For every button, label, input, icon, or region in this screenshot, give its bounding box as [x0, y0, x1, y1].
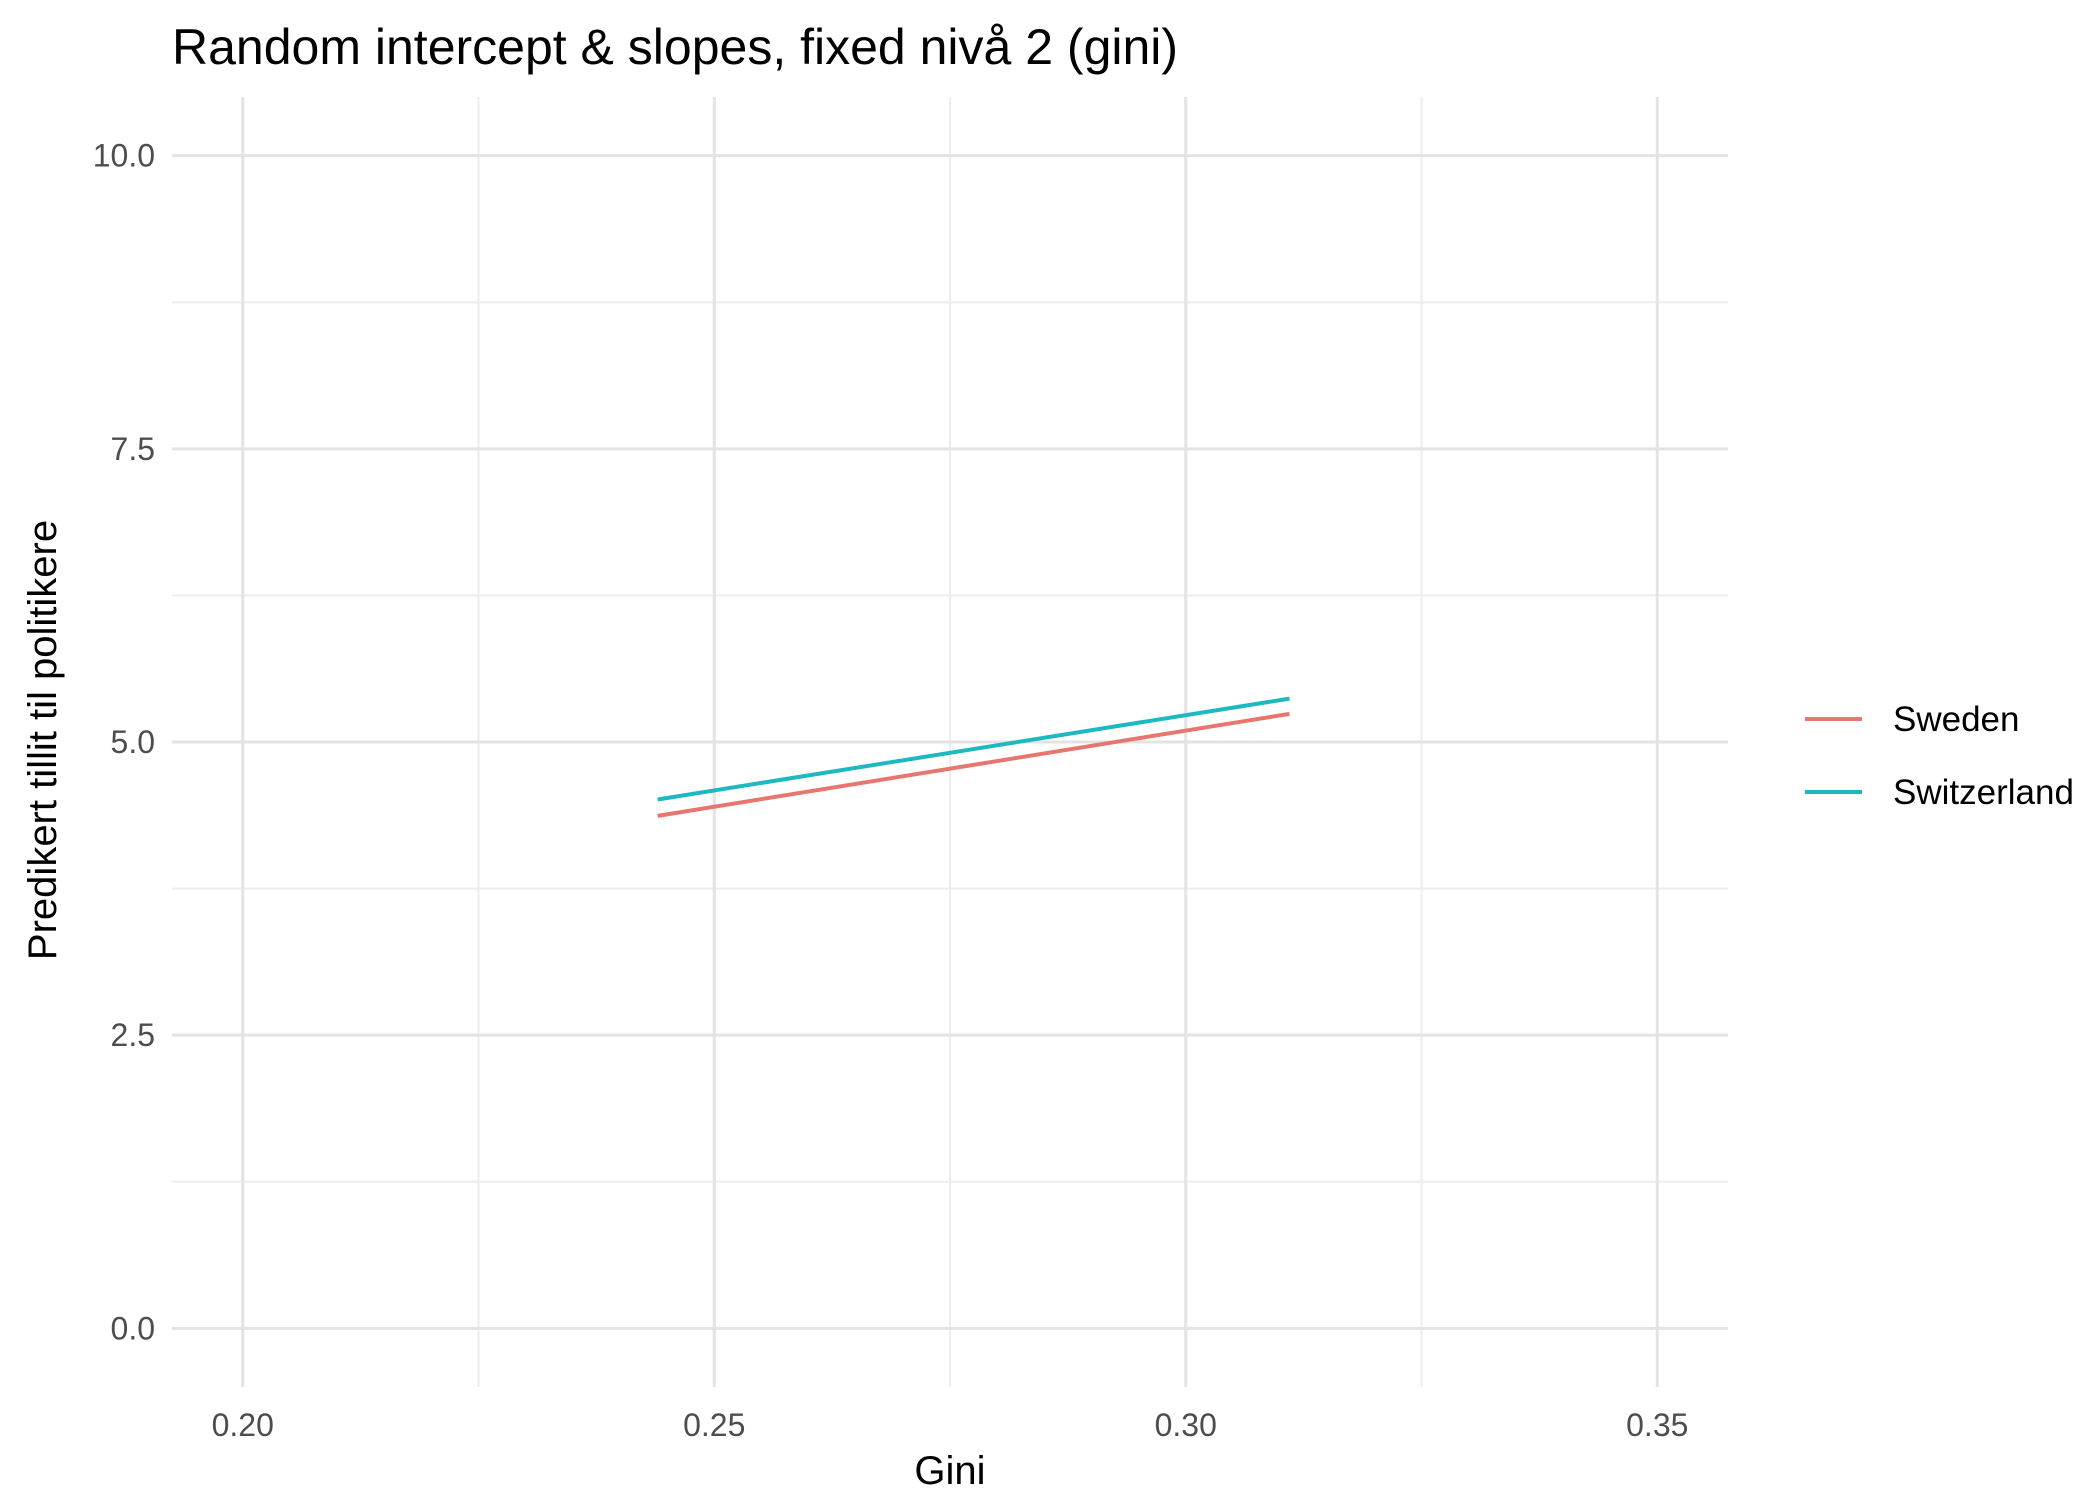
x-tick-label: 0.30	[1155, 1407, 1217, 1443]
x-tick-label: 0.20	[212, 1407, 274, 1443]
y-axis-title: Predikert tillit til politikere	[21, 520, 65, 960]
legend-item-sweden: Sweden	[1805, 700, 2019, 739]
series-lines	[657, 696, 1290, 818]
x-tick-label: 0.35	[1626, 1407, 1688, 1443]
grid-minor	[172, 97, 1728, 1387]
y-tick-label: 7.5	[111, 431, 155, 467]
y-tick-labels: 0.0 2.5 5.0 7.5 10.0	[93, 138, 155, 1347]
y-tick-label: 10.0	[93, 138, 155, 174]
legend-label: Sweden	[1893, 700, 2019, 739]
x-tick-labels: 0.20 0.25 0.30 0.35	[212, 1407, 1689, 1443]
y-tick-label: 2.5	[111, 1017, 155, 1053]
legend-item-switzerland: Switzerland	[1805, 773, 2074, 812]
y-tick-label: 0.0	[111, 1310, 155, 1346]
y-tick-label: 5.0	[111, 724, 155, 760]
chart-title: Random intercept & slopes, fixed nivå 2 …	[172, 19, 1178, 75]
legend: Sweden Switzerland	[1805, 700, 2074, 812]
x-tick-label: 0.25	[683, 1407, 745, 1443]
legend-label: Switzerland	[1893, 773, 2074, 812]
series-line-sweden	[657, 711, 1290, 818]
x-axis-title: Gini	[914, 1449, 985, 1493]
grid-major	[172, 97, 1728, 1387]
series-line-switzerland	[657, 696, 1290, 802]
